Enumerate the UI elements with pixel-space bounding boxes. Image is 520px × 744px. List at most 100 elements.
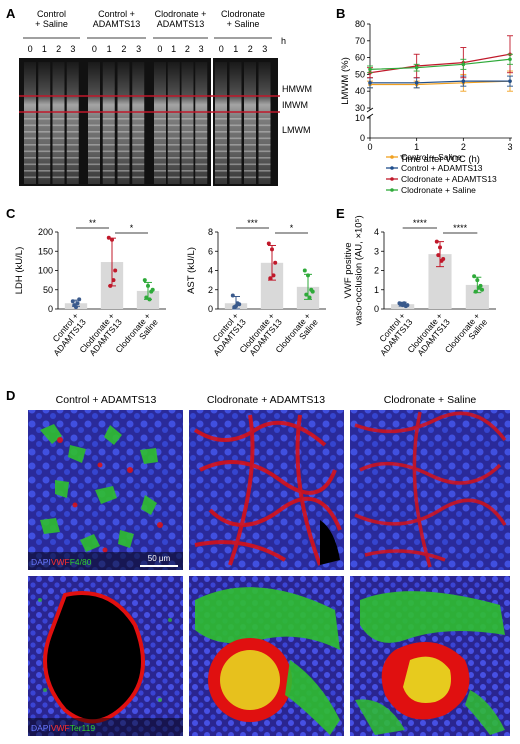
gel-band — [132, 144, 145, 146]
lane-label-3-1: 1 — [171, 44, 176, 54]
b-legend-marker-2 — [390, 166, 394, 170]
c-ast-data-point — [302, 268, 307, 273]
gel-band — [229, 176, 242, 179]
c-ast-data-point — [307, 295, 312, 300]
gel-band — [167, 144, 180, 146]
gel-band — [229, 131, 242, 133]
gel-band — [38, 176, 51, 179]
gel-lane-2 — [38, 62, 51, 184]
column-title-1: Control + ADAMTS13 — [56, 394, 157, 406]
b-y-tick-label: 10 — [355, 113, 365, 123]
c-ldh-y-tick-label: 150 — [38, 246, 53, 256]
gel-band — [167, 131, 180, 133]
c-ast-y-tick-label: 6 — [208, 246, 213, 256]
c-ldh-data-point — [75, 301, 80, 306]
gel-band — [88, 131, 100, 133]
gel-band — [215, 137, 227, 140]
c-ast-data-point — [273, 260, 278, 265]
gel-band — [154, 170, 166, 172]
c-ast-data-point — [271, 273, 276, 278]
b-legend-marker-3 — [390, 177, 394, 181]
gel-band — [132, 176, 145, 179]
e-vwf-y-tick-label: 0 — [374, 304, 379, 314]
b-point — [368, 81, 372, 85]
c-ast-data-point — [268, 276, 273, 281]
gel-band — [258, 170, 271, 172]
gel-band — [132, 157, 145, 159]
c-ast-significance-label: *** — [247, 218, 258, 228]
b-point — [461, 62, 466, 67]
gel-lane-12 — [195, 62, 208, 184]
c-ast-data-point — [304, 292, 309, 297]
e-vwf-data-point — [480, 287, 485, 292]
b-y-tick-label: 30 — [355, 103, 365, 113]
gel-band — [229, 157, 242, 159]
e-vwf-data-point — [439, 258, 444, 263]
gel-band — [181, 163, 194, 166]
c-ldh-data-point — [77, 297, 82, 302]
gel-band — [244, 163, 256, 166]
c-ast-y-tick-label: 8 — [208, 227, 213, 237]
gel-band — [132, 131, 145, 133]
gel-band — [66, 137, 79, 140]
gel-band — [66, 157, 79, 159]
gel-band — [229, 118, 242, 120]
gel-band — [154, 131, 166, 133]
b-x-tick-label: 3 — [507, 142, 512, 152]
column-title-2: Clodronate + ADAMTS13 — [207, 394, 325, 406]
b-point — [461, 79, 466, 83]
lane-label-3-3: 3 — [199, 44, 204, 54]
gel-band — [102, 163, 115, 166]
gel-band — [102, 157, 115, 159]
gel-band — [195, 118, 208, 120]
gel-band — [195, 124, 208, 127]
gel-band — [167, 157, 180, 159]
panel-a-letter: A — [6, 6, 16, 21]
gel-band — [24, 157, 36, 159]
gel-band — [215, 124, 227, 127]
c-ast-significance-label: * — [290, 223, 294, 233]
gel-band — [154, 176, 166, 179]
c-ast-x-tick-label-3: Clodronate +Saline — [273, 311, 320, 361]
gel-band — [102, 150, 115, 153]
band-label-imwm: IMWM — [282, 100, 308, 110]
gel-band — [88, 157, 100, 159]
gel-band — [195, 170, 208, 172]
panel-c-letter: C — [6, 206, 16, 221]
e-vwf-significance-label: **** — [413, 218, 428, 228]
gel-band — [66, 163, 79, 166]
e-vwf-data-point — [436, 253, 441, 258]
gel-band — [215, 157, 227, 159]
lane-label-4-3: 3 — [262, 44, 267, 54]
gel-band — [244, 131, 256, 133]
micrograph-bottom-3 — [350, 576, 510, 736]
gel-band — [229, 137, 242, 140]
gel-lane-14 — [229, 62, 242, 184]
gel-band — [88, 124, 100, 127]
gel-band — [244, 157, 256, 159]
gel-band — [38, 157, 51, 159]
c-ldh-data-point — [147, 297, 152, 302]
gel-band — [258, 163, 271, 166]
scale-bar-label: 50 μm — [148, 554, 171, 563]
gel-band — [167, 176, 180, 179]
gel-band — [52, 137, 65, 140]
gel-lane-6 — [102, 62, 115, 184]
c-ldh-data-point — [111, 278, 116, 283]
gel-band — [154, 150, 166, 153]
gel-band — [244, 144, 256, 146]
gel-band — [195, 150, 208, 153]
b-point — [508, 79, 512, 83]
c-ast-y-tick-label: 0 — [208, 304, 213, 314]
lane-label-2-1: 1 — [107, 44, 112, 54]
gel-band — [52, 176, 65, 179]
b-point — [508, 57, 512, 62]
band-label-lmwm: LMWM — [282, 125, 311, 135]
c-ldh-y-tick-label: 0 — [48, 304, 53, 314]
b-x-tick-label: 1 — [414, 142, 419, 152]
lane-label-4-2: 2 — [248, 44, 253, 54]
